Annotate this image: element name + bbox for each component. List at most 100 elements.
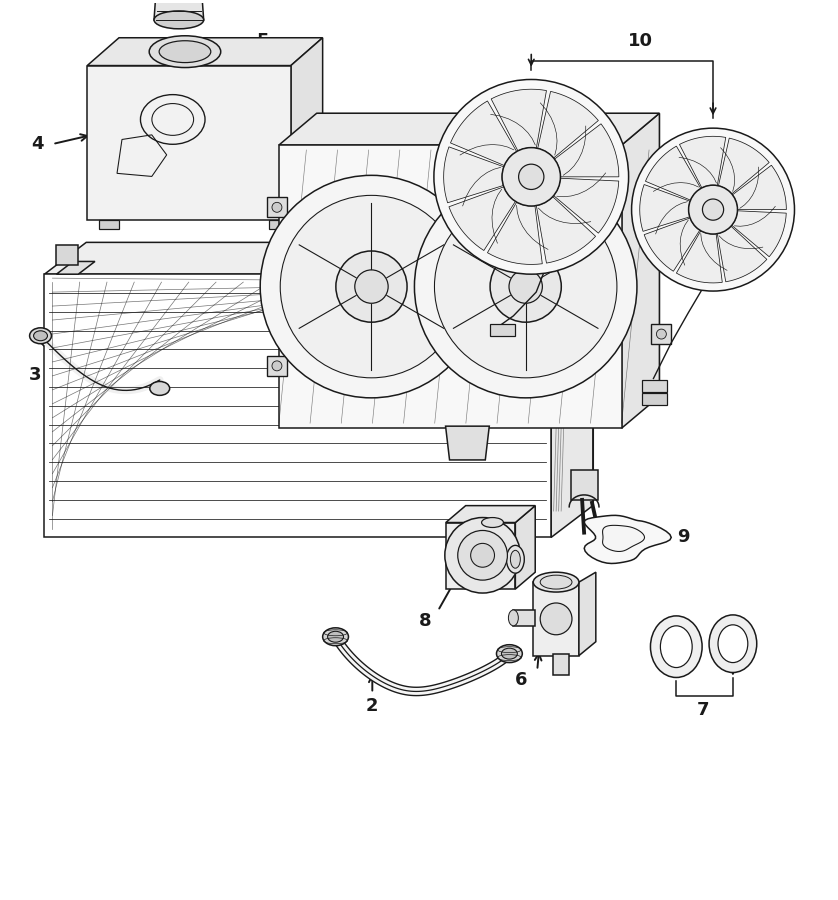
Polygon shape [536, 197, 596, 263]
Polygon shape [87, 66, 291, 220]
Circle shape [272, 202, 282, 212]
Circle shape [656, 329, 666, 339]
Bar [99, 220, 119, 230]
Circle shape [702, 199, 724, 220]
Polygon shape [317, 113, 660, 396]
Bar [56, 245, 78, 265]
Ellipse shape [533, 572, 579, 592]
Circle shape [689, 185, 737, 234]
Ellipse shape [323, 628, 349, 645]
Polygon shape [538, 92, 598, 158]
Circle shape [509, 270, 542, 303]
Polygon shape [44, 242, 592, 274]
Ellipse shape [506, 545, 525, 573]
Text: 3: 3 [28, 366, 41, 384]
Polygon shape [87, 38, 323, 66]
Ellipse shape [660, 626, 692, 668]
Circle shape [502, 148, 561, 206]
Bar [514, 610, 535, 626]
Ellipse shape [29, 328, 51, 344]
Ellipse shape [509, 610, 519, 626]
Text: 7: 7 [697, 701, 709, 719]
Polygon shape [451, 101, 517, 166]
Text: 1: 1 [180, 523, 193, 541]
Polygon shape [551, 242, 592, 537]
Polygon shape [603, 526, 644, 552]
Circle shape [261, 176, 483, 398]
Circle shape [541, 603, 572, 634]
Bar [642, 381, 667, 392]
Ellipse shape [159, 40, 211, 63]
Polygon shape [680, 136, 726, 188]
Polygon shape [491, 89, 546, 151]
Bar [553, 653, 569, 676]
Text: 9: 9 [677, 528, 690, 546]
Polygon shape [732, 211, 786, 256]
Ellipse shape [154, 11, 204, 29]
Circle shape [471, 544, 494, 567]
Ellipse shape [482, 518, 504, 527]
Ellipse shape [709, 615, 757, 672]
Circle shape [336, 251, 407, 322]
Polygon shape [639, 184, 690, 231]
Circle shape [632, 128, 794, 291]
Bar [651, 166, 671, 185]
Polygon shape [717, 226, 767, 282]
Circle shape [656, 171, 666, 181]
Polygon shape [279, 113, 660, 145]
Bar [642, 393, 667, 405]
Polygon shape [644, 218, 700, 271]
Polygon shape [554, 178, 618, 233]
Circle shape [415, 176, 637, 398]
Circle shape [458, 530, 508, 581]
Polygon shape [676, 230, 722, 283]
Polygon shape [56, 262, 95, 274]
Circle shape [434, 195, 617, 378]
Polygon shape [449, 187, 515, 250]
Text: 4: 4 [31, 135, 44, 153]
Polygon shape [446, 523, 515, 590]
Bar [651, 324, 671, 344]
Polygon shape [291, 38, 323, 220]
Polygon shape [533, 582, 579, 655]
Polygon shape [443, 147, 504, 202]
Polygon shape [579, 572, 596, 655]
Text: 6: 6 [515, 671, 528, 689]
Text: 8: 8 [419, 612, 432, 630]
Ellipse shape [510, 550, 520, 568]
Circle shape [434, 79, 628, 274]
Circle shape [280, 195, 463, 378]
Polygon shape [446, 427, 489, 460]
Ellipse shape [150, 382, 169, 395]
Ellipse shape [541, 575, 572, 590]
Polygon shape [622, 113, 660, 428]
Polygon shape [446, 506, 535, 523]
Ellipse shape [650, 616, 702, 678]
Polygon shape [154, 0, 204, 20]
Text: 10: 10 [628, 32, 653, 50]
Bar [269, 220, 289, 230]
Ellipse shape [718, 625, 747, 662]
Polygon shape [732, 166, 786, 210]
Ellipse shape [501, 648, 517, 659]
Circle shape [354, 270, 388, 303]
Circle shape [490, 251, 561, 322]
Polygon shape [584, 516, 671, 563]
Circle shape [519, 164, 544, 190]
Polygon shape [279, 145, 622, 428]
Polygon shape [44, 274, 551, 537]
Text: 11: 11 [422, 201, 447, 219]
Polygon shape [645, 146, 701, 200]
Bar [489, 324, 515, 336]
Text: 2: 2 [366, 698, 379, 716]
Ellipse shape [149, 36, 220, 68]
Bar [267, 356, 287, 376]
Polygon shape [555, 124, 619, 176]
Polygon shape [718, 138, 769, 194]
Circle shape [445, 518, 520, 593]
Bar [267, 197, 287, 217]
Polygon shape [488, 202, 542, 265]
Polygon shape [572, 470, 598, 500]
Ellipse shape [496, 644, 522, 662]
Circle shape [272, 361, 282, 371]
